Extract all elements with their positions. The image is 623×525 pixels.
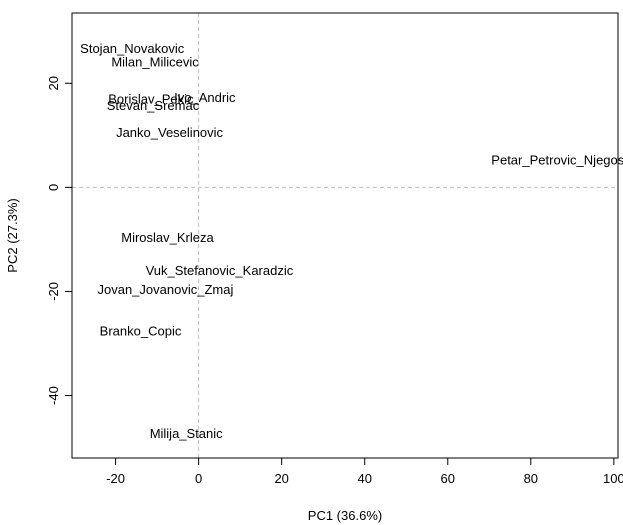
point-label: Vuk_Stefanovic_Karadzic: [146, 263, 294, 278]
x-tick-label: 0: [195, 471, 202, 486]
reference-lines: [72, 13, 618, 458]
x-tick-label: 40: [357, 471, 371, 486]
x-axis: -20 0 20 40 60 80 100: [106, 457, 623, 486]
y-tick-label: 20: [46, 76, 61, 90]
x-tick-label: 60: [441, 471, 455, 486]
point-label: Stojan_Novakovic: [80, 41, 185, 56]
point-label: Milija_Stanic: [150, 426, 223, 441]
point-label: Jovan_Jovanovic_Zmaj: [97, 282, 233, 297]
x-tick-label: 100: [603, 471, 623, 486]
point-label: Stevan_Sremac: [107, 98, 200, 113]
x-tick-label: 20: [274, 471, 288, 486]
point-label: Janko_Veselinovic: [116, 125, 223, 140]
point-label: Miroslav_Krleza: [121, 230, 214, 245]
y-axis: -40 -20 0 20: [46, 76, 73, 405]
y-axis-label: PC2 (27.3%): [5, 198, 20, 272]
x-tick-label: -20: [106, 471, 125, 486]
y-tick-label: 0: [46, 184, 61, 191]
point-label: Branko_Copic: [100, 324, 182, 339]
y-tick-label: -40: [46, 386, 61, 405]
y-tick-label: -20: [46, 282, 61, 301]
point-label: Petar_Petrovic_Njegos: [491, 152, 623, 167]
x-tick-label: 80: [524, 471, 538, 486]
point-label: Borislav_Pekic: [108, 91, 194, 106]
point-label: Milan_Milicevic: [111, 54, 199, 69]
point-label: Ivo_Andric: [174, 90, 236, 105]
x-axis-label: PC1 (36.6%): [308, 508, 382, 523]
